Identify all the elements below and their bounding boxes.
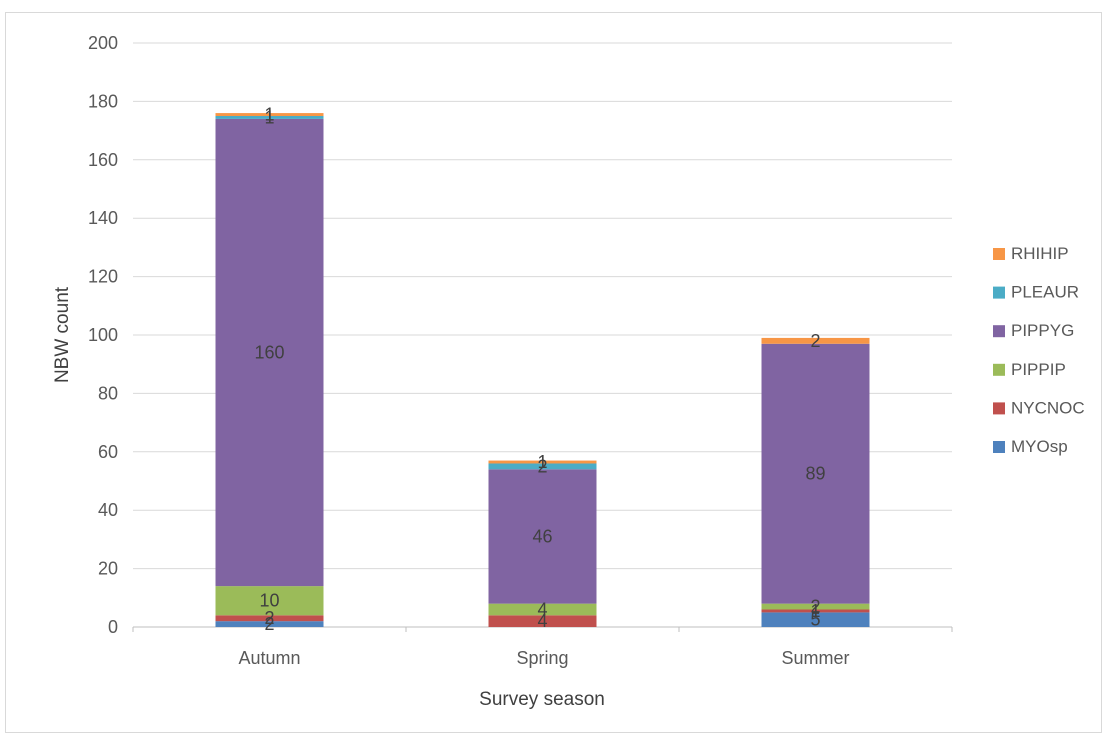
- legend: RHIHIP PLEAUR PIPPYG PIPPIP NYCNOC MYOsp: [993, 244, 1085, 456]
- data-label: 4: [537, 599, 547, 619]
- data-label: 1: [264, 107, 274, 127]
- data-label: 2: [810, 331, 820, 351]
- legend-swatch: [993, 402, 1005, 415]
- x-tick-label: Summer: [781, 648, 849, 668]
- legend-swatch: [993, 441, 1005, 453]
- y-tick-label: 80: [98, 383, 118, 403]
- bar-segment: [488, 469, 597, 604]
- data-label: 4: [537, 611, 547, 631]
- bar-segment: [761, 603, 870, 610]
- bar-segment: [488, 603, 597, 616]
- bars: [215, 113, 870, 627]
- data-label: 1: [264, 105, 274, 125]
- bar-segment: [215, 116, 324, 119]
- data-label: 46: [532, 526, 552, 546]
- bar-segment: [215, 586, 324, 616]
- legend-label: PIPPIP: [1011, 360, 1066, 379]
- bar-segment: [761, 609, 870, 613]
- data-label: 2: [264, 614, 274, 634]
- data-label: 5: [810, 610, 820, 630]
- y-tick-label: 180: [88, 91, 118, 111]
- bar-segment: [761, 343, 870, 604]
- x-tick-label: Spring: [516, 648, 568, 668]
- legend-swatch: [993, 363, 1005, 376]
- bar-segment: [761, 612, 870, 627]
- legend-swatch: [993, 286, 1005, 299]
- data-label: 2: [537, 456, 547, 476]
- data-label: 1: [810, 601, 820, 621]
- x-axis-ticks: Autumn Spring Summer: [238, 648, 849, 668]
- y-tick-label: 0: [108, 617, 118, 637]
- x-tick-label: Autumn: [238, 648, 300, 668]
- y-tick-label: 60: [98, 442, 118, 462]
- legend-swatch: [993, 325, 1005, 338]
- bar-segment: [215, 615, 324, 622]
- bar-segment: [488, 460, 597, 464]
- legend-label: PIPPYG: [1011, 321, 1074, 340]
- data-label: 2: [810, 597, 820, 617]
- bar-segment: [215, 113, 324, 116]
- y-tick-label: 120: [88, 267, 118, 287]
- legend-swatch: [993, 248, 1005, 260]
- bar-segment: [761, 337, 870, 344]
- y-tick-label: 200: [88, 33, 118, 53]
- y-tick-label: 40: [98, 500, 118, 520]
- legend-label: NYCNOC: [1011, 398, 1085, 417]
- data-label: 160: [254, 343, 284, 363]
- legend-label: PLEAUR: [1011, 283, 1079, 302]
- legend-label: MYOsp: [1011, 437, 1068, 456]
- y-tick-label: 140: [88, 208, 118, 228]
- bar-segment: [215, 118, 324, 587]
- data-label: 89: [805, 464, 825, 484]
- data-label: 2: [264, 608, 274, 628]
- bar-segment: [488, 463, 597, 470]
- y-tick-label: 160: [88, 150, 118, 170]
- bar-segment: [488, 615, 597, 627]
- legend-label: RHIHIP: [1011, 244, 1069, 263]
- y-axis-ticks: 0 20 40 60 80 100 120 140 160 180 200: [88, 33, 118, 637]
- y-axis-title: NBW count: [52, 286, 73, 383]
- y-tick-label: 100: [88, 325, 118, 345]
- bar-segment: [215, 621, 324, 627]
- data-label: 10: [259, 591, 279, 611]
- x-axis-title: Survey season: [479, 689, 605, 710]
- data-label: 1: [537, 452, 547, 472]
- y-tick-label: 20: [98, 559, 118, 579]
